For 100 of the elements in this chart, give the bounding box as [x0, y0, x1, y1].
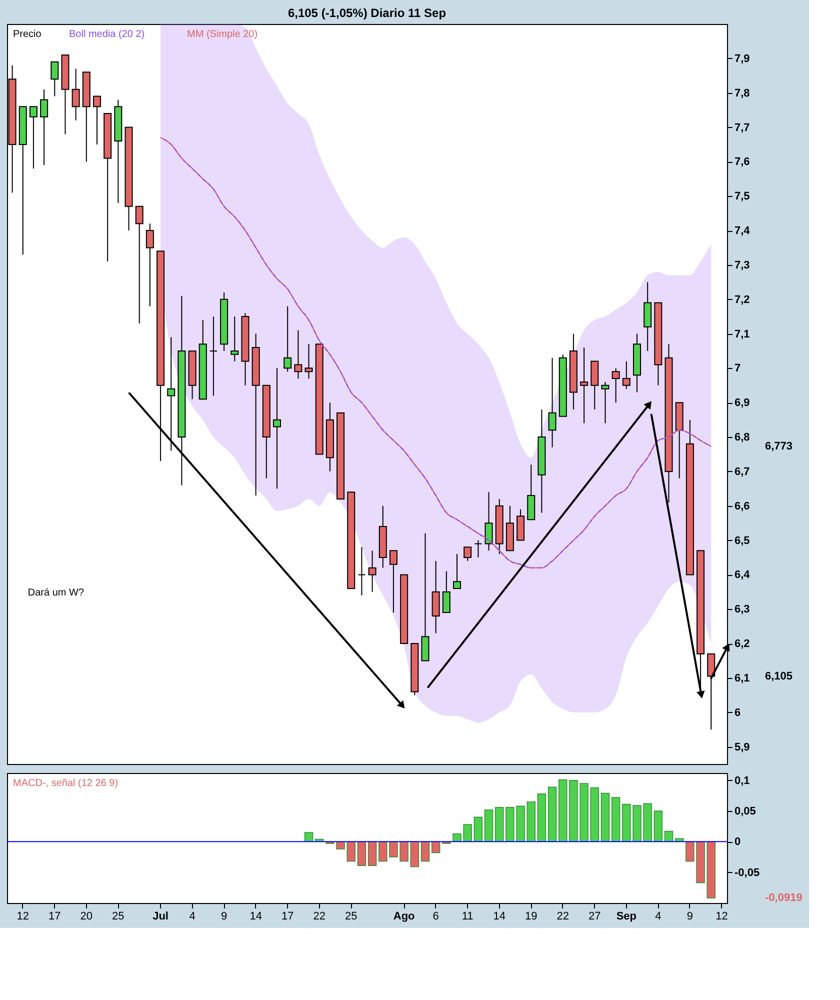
candlestick — [548, 357, 556, 448]
text: Boll media (20 2) — [69, 29, 145, 40]
bar — [420, 841, 430, 862]
text: 6,105 — [765, 670, 793, 683]
x-tick-label: 20 — [80, 910, 93, 922]
text: 6,773 — [765, 440, 793, 453]
bar — [410, 841, 419, 868]
candlestick — [304, 344, 313, 380]
candlestick — [612, 368, 620, 404]
x-tick-label: 9 — [220, 910, 228, 922]
x-tick-label: Jul — [152, 910, 168, 922]
y-tick-label: 6,7 — [734, 466, 750, 478]
candlestick — [93, 96, 101, 145]
bar — [548, 786, 557, 842]
candlestick — [484, 492, 493, 552]
x-tick-label: 6 — [432, 910, 439, 922]
chart-title: 6,105 (-1,05%) Diario 11 Sep — [288, 6, 446, 20]
y-tick-label: 7,5 — [734, 190, 750, 203]
bar — [495, 806, 504, 842]
x-tick-label: 17 — [48, 910, 61, 922]
bar — [600, 792, 610, 842]
bar — [357, 841, 366, 866]
x-tick-label: 22 — [313, 910, 326, 922]
candlestick — [580, 347, 588, 424]
bar — [590, 787, 599, 842]
x-tick-label: Ago — [393, 910, 416, 922]
candlestick — [368, 550, 376, 592]
bar — [378, 841, 388, 862]
x-tick-label: 12 — [716, 910, 728, 922]
y-tick-label: 0,1 — [734, 774, 750, 787]
y-tick-label: 7,4 — [734, 225, 751, 238]
candlestick — [72, 68, 80, 121]
y-tick-label: 7,3 — [734, 259, 750, 272]
y-tick-label: 0 — [734, 836, 741, 848]
candlestick — [209, 316, 218, 396]
y-tick-label: 6,3 — [734, 604, 750, 616]
bar — [654, 810, 663, 842]
line-series — [160, 136, 712, 568]
candlestick — [389, 550, 398, 614]
candlestick — [464, 546, 472, 562]
candlestick — [358, 546, 366, 596]
x-tick-label: 22 — [556, 910, 570, 922]
y-tick-label: 6,4 — [734, 569, 751, 582]
x-tick-label: 25 — [344, 910, 358, 922]
bar — [431, 841, 440, 854]
y-tick-label: 7 — [734, 362, 741, 375]
candlestick — [230, 316, 239, 362]
text: MM (Simple 20) — [187, 29, 258, 40]
x-tick-label: 12 — [16, 910, 30, 922]
bar — [368, 841, 377, 866]
y-tick-label: -0,05 — [734, 866, 760, 879]
candlestick — [707, 653, 716, 730]
x-tick-label: 19 — [524, 910, 538, 922]
y-tick-label: 7,2 — [734, 294, 750, 306]
bar — [484, 809, 494, 842]
bar — [558, 779, 568, 842]
candlestick — [442, 570, 450, 614]
bar — [346, 841, 356, 862]
candlestick — [29, 106, 38, 170]
candlestick — [167, 336, 176, 452]
candlestick — [273, 368, 281, 490]
y-tick-label: 6,2 — [734, 638, 750, 650]
y-tick-label: 0,05 — [734, 806, 756, 818]
candlestick — [294, 330, 302, 380]
y-tick-label: 6,5 — [734, 534, 750, 547]
bar — [611, 797, 620, 842]
x-tick-label: 9 — [686, 910, 694, 922]
y-tick-label: 6 — [734, 706, 741, 719]
y-tick-label: 6,6 — [734, 500, 750, 512]
x-tick-label: 14 — [250, 910, 262, 922]
x-tick-label: 4 — [189, 910, 196, 922]
y-tick-label: 7,9 — [734, 52, 750, 65]
bar — [474, 816, 483, 842]
candlestick — [284, 306, 292, 372]
candlestick — [40, 88, 48, 166]
y-tick-label: 5,9 — [734, 741, 750, 754]
candlestick — [474, 540, 482, 558]
x-tick-label: 27 — [588, 910, 601, 922]
y-tick-label: 7,8 — [734, 87, 750, 100]
candlestick — [601, 381, 610, 424]
text: -0,0919 — [765, 892, 802, 904]
y-axis-title: Precio — [13, 29, 42, 40]
text: MACD-, señal (12 26 9) — [13, 778, 118, 789]
x-tick-label: 11 — [462, 910, 474, 922]
y-tick-label: 6,1 — [734, 672, 750, 684]
x-tick-label: 14 — [493, 910, 506, 922]
x-tick-label: 25 — [112, 910, 124, 922]
candlestick — [453, 554, 461, 589]
bar — [537, 794, 546, 842]
candlestick — [146, 223, 154, 307]
x-tick-label: 17 — [281, 910, 294, 922]
candlestick — [135, 206, 144, 324]
y-tick-label: 7,6 — [734, 156, 750, 168]
candlestick — [622, 360, 630, 390]
bar — [706, 841, 716, 898]
x-tick-label: 4 — [655, 910, 662, 922]
y-tick-label: 7,1 — [734, 328, 750, 340]
bar — [526, 801, 536, 842]
y-tick-label: 7,7 — [734, 122, 750, 134]
annotation: Dará um W? — [28, 587, 84, 598]
